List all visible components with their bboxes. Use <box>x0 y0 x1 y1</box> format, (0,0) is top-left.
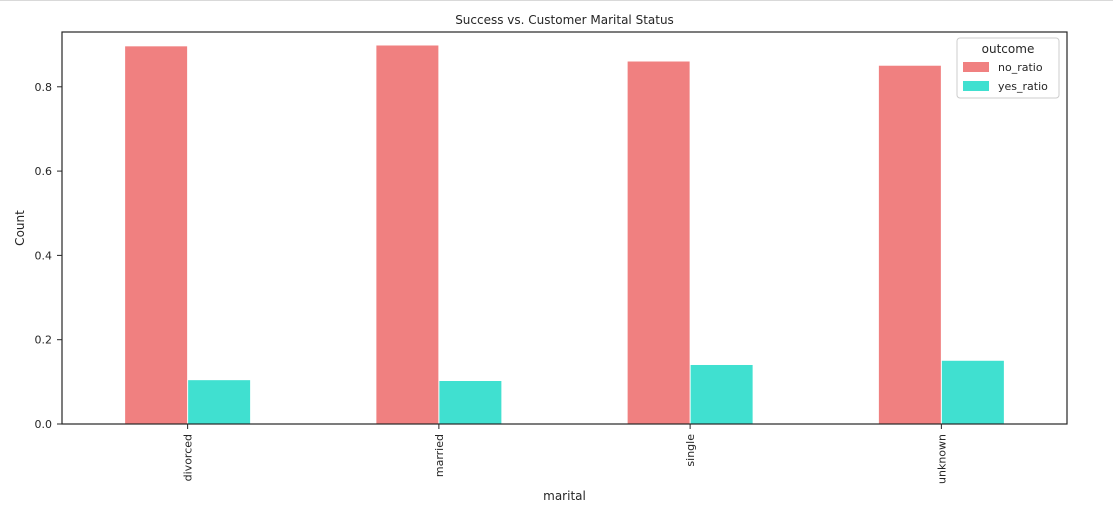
x-tick-label-divorced: divorced <box>182 434 195 481</box>
y-tick-label: 0.0 <box>35 418 53 431</box>
bar-no-ratio-divorced <box>125 46 188 425</box>
top-separator <box>0 0 1113 1</box>
bar-yes-ratio-unknown <box>941 360 1004 424</box>
legend-swatch-no-ratio <box>963 62 989 72</box>
bar-no-ratio-single <box>627 61 690 425</box>
bar-yes-ratio-divorced <box>188 380 251 424</box>
bar-no-ratio-unknown <box>878 65 941 424</box>
y-tick-label: 0.4 <box>35 249 53 262</box>
y-tick-label: 0.8 <box>35 81 53 94</box>
bar-no-ratio-married <box>376 45 439 425</box>
y-axis-label: Count <box>13 210 27 246</box>
legend: outcome no_ratio yes_ratio <box>956 37 1060 99</box>
plot-area-frame <box>61 31 1068 425</box>
legend-label-yes-ratio: yes_ratio <box>998 80 1048 93</box>
x-tick-label-single: single <box>684 434 697 467</box>
y-tick-label: 0.6 <box>35 165 53 178</box>
x-tick-label-unknown: unknown <box>935 434 948 484</box>
x-tick-label-married: married <box>433 434 446 477</box>
y-tick-label: 0.2 <box>35 334 53 347</box>
chart-title: Success vs. Customer Marital Status <box>455 13 674 27</box>
ticks-layer: 0.0 0.2 0.4 0.6 0.8 divorced married single unkn… <box>35 81 949 484</box>
legend-swatch-yes-ratio <box>963 81 989 91</box>
bar-yes-ratio-married <box>439 381 502 424</box>
bars-layer <box>125 45 1004 425</box>
legend-label-no-ratio: no_ratio <box>998 61 1043 74</box>
legend-title: outcome <box>982 42 1035 56</box>
x-axis-label: marital <box>543 489 586 503</box>
bar-yes-ratio-single <box>690 364 753 424</box>
